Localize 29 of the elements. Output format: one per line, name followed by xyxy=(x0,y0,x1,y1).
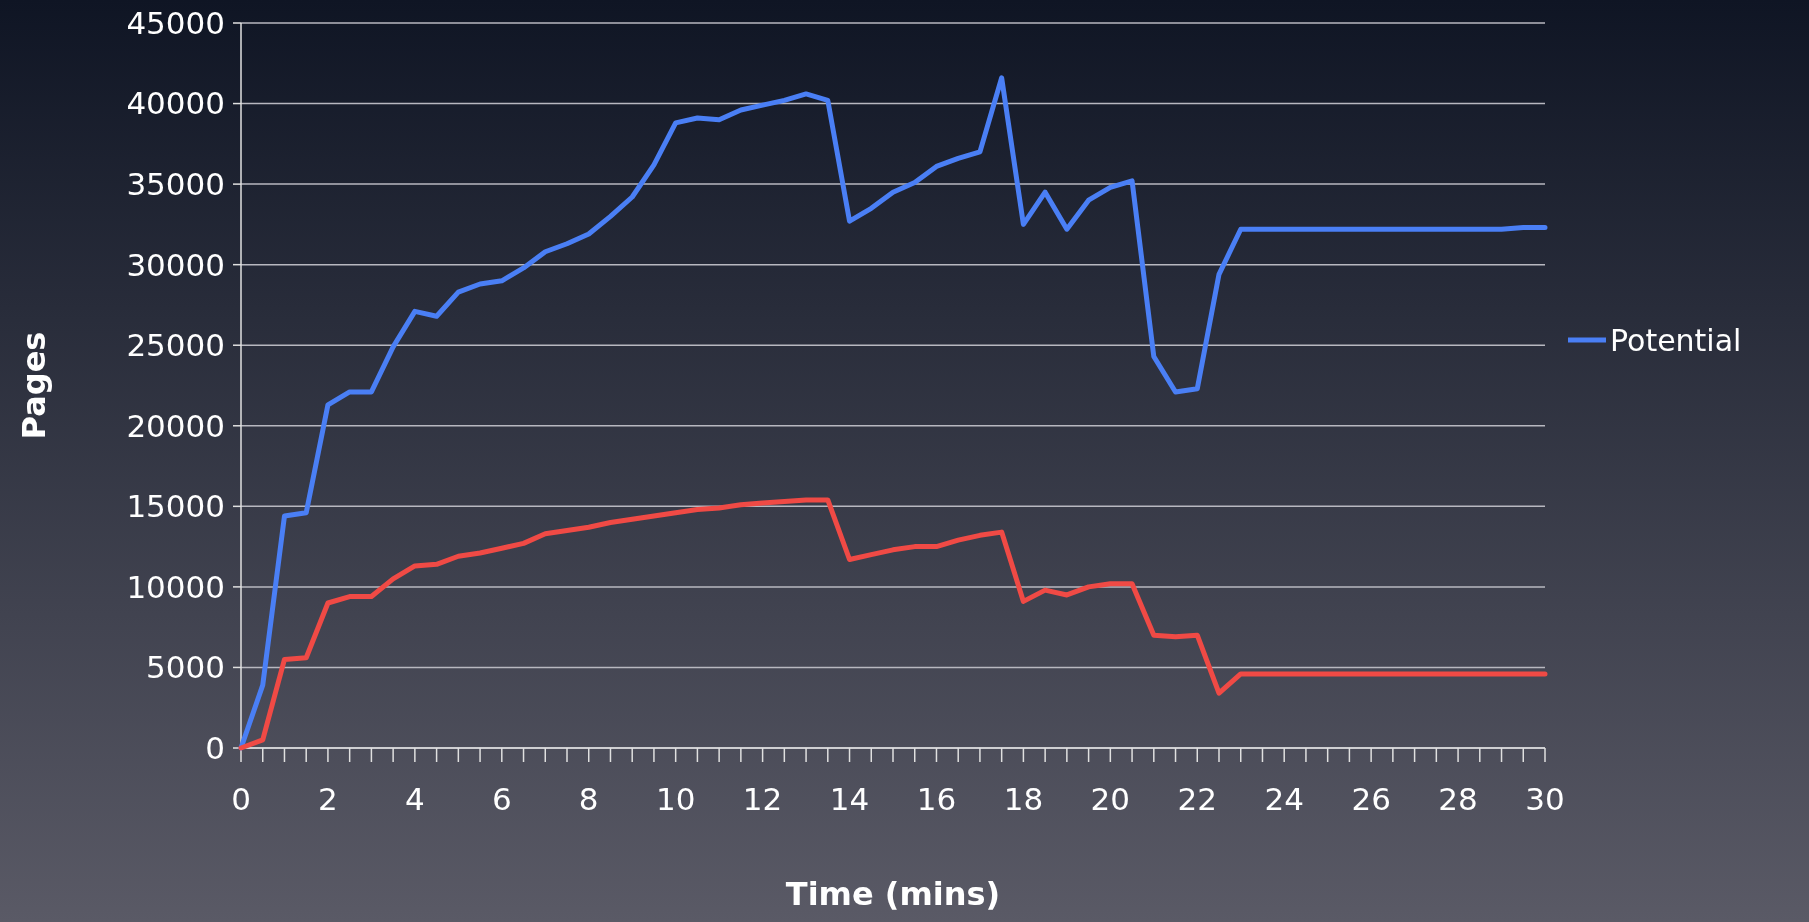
y-tick-label: 10000 xyxy=(126,568,225,605)
legend-label: Potential xyxy=(1610,322,1742,358)
x-axis-title: Time (mins) xyxy=(785,875,1001,913)
y-tick-label: 30000 xyxy=(126,246,225,283)
x-tick-label: 4 xyxy=(405,781,425,817)
x-tick-label: 12 xyxy=(742,781,783,817)
x-tick-label: 24 xyxy=(1264,781,1304,817)
x-tick-label: 10 xyxy=(655,781,696,817)
y-axis-title: Pages xyxy=(15,331,53,440)
y-tick-label: 35000 xyxy=(126,165,225,202)
x-tick-label: 20 xyxy=(1090,781,1131,817)
x-tick-label: 30 xyxy=(1525,781,1565,817)
y-tick-label: 45000 xyxy=(126,4,225,41)
x-tick-label: 0 xyxy=(231,781,251,817)
x-tick-label: 2 xyxy=(318,781,338,817)
x-tick-label: 6 xyxy=(491,781,512,817)
x-tick-label: 14 xyxy=(829,781,870,817)
y-tick-label: 40000 xyxy=(126,85,225,122)
x-tick-label: 16 xyxy=(916,781,957,817)
x-tick-label: 28 xyxy=(1438,781,1478,817)
x-tick-label: 8 xyxy=(578,781,599,817)
x-tick-label: 26 xyxy=(1351,781,1391,817)
y-tick-label: 15000 xyxy=(126,488,225,525)
x-tick-label: 22 xyxy=(1177,781,1217,817)
y-tick-label: 20000 xyxy=(126,407,225,444)
x-tick-label: 18 xyxy=(1003,781,1044,817)
y-tick-label: 25000 xyxy=(126,327,225,364)
y-tick-label: 0 xyxy=(205,729,225,766)
y-tick-label: 5000 xyxy=(146,649,225,686)
